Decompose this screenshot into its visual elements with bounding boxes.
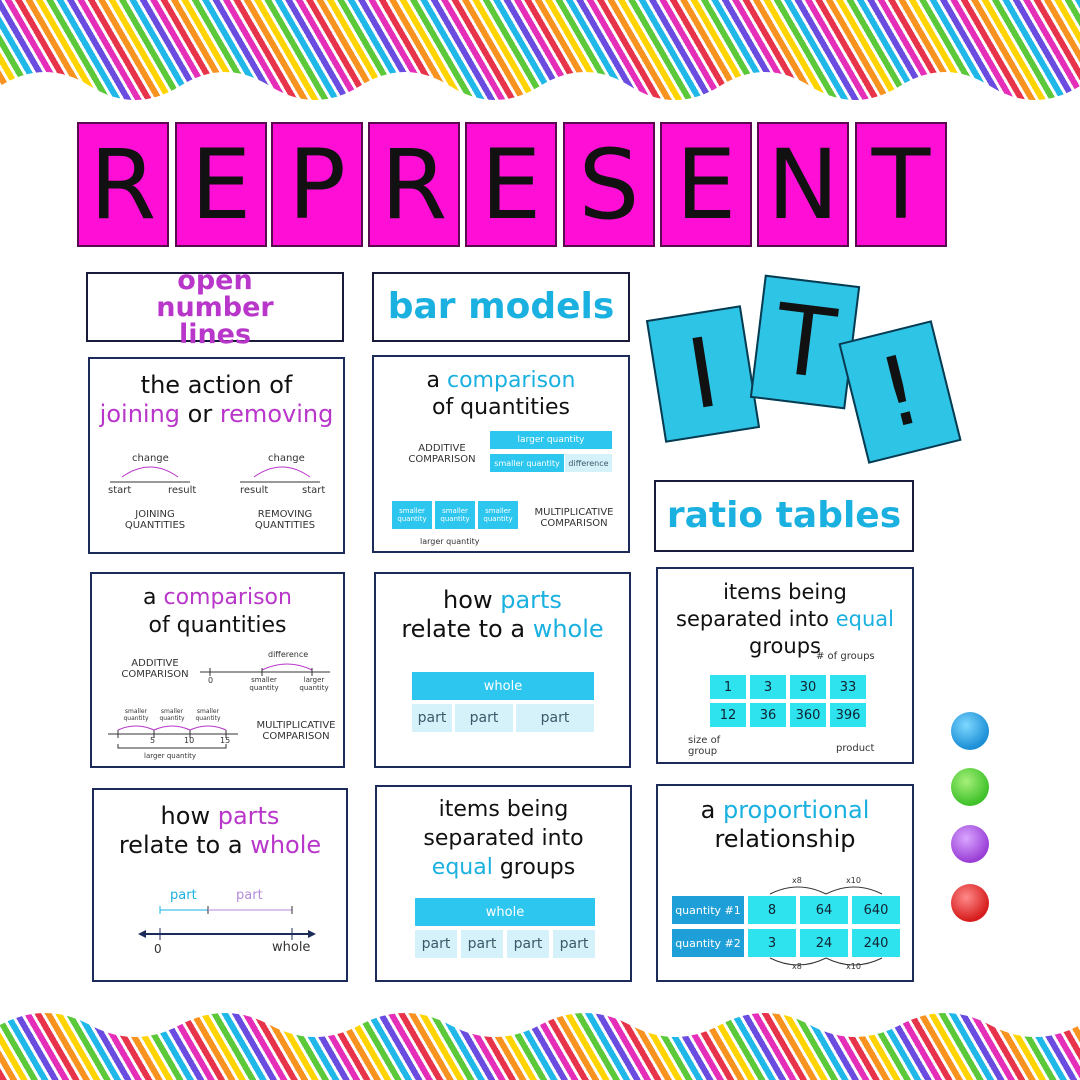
smaller-bar: smaller quantity bbox=[490, 454, 564, 472]
card-equal-groups-bar: items being separated into equal groups … bbox=[375, 785, 632, 982]
proportional-cell: 8 bbox=[748, 896, 796, 924]
card-joining-removing: the action of joining or removing change… bbox=[88, 357, 345, 554]
ratio-cell: 36 bbox=[750, 703, 786, 727]
card-ratio-equal-groups: items being separated into equal groups … bbox=[656, 567, 914, 764]
part-cell: part bbox=[461, 930, 503, 958]
header-open-number-lines: open number lines bbox=[86, 267, 344, 348]
ratio-cell: 12 bbox=[710, 703, 746, 727]
proportional-cell: 24 bbox=[800, 929, 848, 957]
group-box: smaller quantity bbox=[435, 501, 475, 529]
card-parts-whole-bar: how parts relate to a whole whole part p… bbox=[374, 572, 631, 768]
part-cell: part bbox=[516, 704, 594, 732]
group-box: smaller quantity bbox=[478, 501, 518, 529]
green-pin bbox=[951, 768, 989, 806]
card-number-line-comparison: a comparison of quantities ADDITIVE COMP… bbox=[90, 572, 345, 768]
blue-pin bbox=[951, 712, 989, 750]
whole-bar: whole bbox=[415, 898, 595, 926]
proportional-cell: 640 bbox=[852, 896, 900, 924]
group-box: smaller quantity bbox=[392, 501, 432, 529]
part-cell: part bbox=[455, 704, 513, 732]
title-letter: S bbox=[563, 122, 655, 247]
number-line-diagrams bbox=[110, 466, 320, 483]
proportional-cell: 64 bbox=[800, 896, 848, 924]
card-parts-whole-line: how parts relate to a whole part part 0 … bbox=[92, 788, 348, 982]
card-proportional: a proportional relationship quantity #1 q… bbox=[656, 784, 914, 982]
it-card-exclaim: ! bbox=[838, 320, 962, 464]
ratio-cell: 33 bbox=[830, 675, 866, 699]
whole-bar: whole bbox=[412, 672, 594, 700]
part-whole-number-line bbox=[138, 906, 316, 940]
title-letter: E bbox=[660, 122, 752, 247]
difference-cell: difference bbox=[565, 454, 612, 472]
header-ratio-tables: ratio tables bbox=[654, 480, 914, 552]
proportional-cell: 3 bbox=[748, 929, 796, 957]
title-letter: R bbox=[77, 122, 169, 247]
ratio-cell: 396 bbox=[830, 703, 866, 727]
larger-bar: larger quantity bbox=[490, 431, 612, 449]
title-letter: E bbox=[465, 122, 557, 247]
header-bar-models: bar models bbox=[372, 272, 630, 342]
ratio-cell: 360 bbox=[790, 703, 826, 727]
bottom-rainbow-border bbox=[0, 1005, 1080, 1080]
ratio-cell: 3 bbox=[750, 675, 786, 699]
part-cell: part bbox=[553, 930, 595, 958]
title-letter: T bbox=[855, 122, 947, 247]
ratio-cell: 30 bbox=[790, 675, 826, 699]
title-letter: P bbox=[271, 122, 363, 247]
top-rainbow-border bbox=[0, 0, 1080, 100]
title-letter: E bbox=[175, 122, 267, 247]
proportional-cell: 240 bbox=[852, 929, 900, 957]
part-cell: part bbox=[507, 930, 549, 958]
part-cell: part bbox=[415, 930, 457, 958]
part-cell: part bbox=[412, 704, 452, 732]
it-card-i: I bbox=[645, 305, 761, 443]
purple-pin bbox=[951, 825, 989, 863]
proportional-arrows bbox=[769, 886, 883, 966]
title-letter: R bbox=[368, 122, 460, 247]
red-pin bbox=[951, 884, 989, 922]
comparison-number-lines bbox=[108, 663, 330, 749]
card-bar-comparison: a comparison of quantities ADDITIVE COMP… bbox=[372, 355, 630, 553]
ratio-cell: 1 bbox=[710, 675, 746, 699]
title-letter: N bbox=[757, 122, 849, 247]
quantity-label: quantity #1 bbox=[672, 896, 744, 924]
quantity-label: quantity #2 bbox=[672, 929, 744, 957]
